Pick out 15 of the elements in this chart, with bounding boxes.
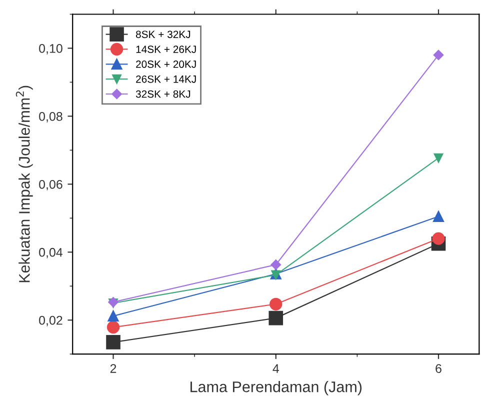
y-tick-label: 0,06 xyxy=(39,180,62,190)
y-tick-label: 0,04 xyxy=(39,248,63,258)
legend-label: 32SK + 8KJ xyxy=(136,90,190,98)
x-tick-label: 6 xyxy=(436,364,442,373)
y-tick-label: 0,02 xyxy=(39,316,62,326)
legend-label: 14SK + 26KJ xyxy=(136,46,196,53)
x-tick-label: 4 xyxy=(272,364,279,373)
x-axis-title: Lama Perendaman (Jam) xyxy=(190,381,362,396)
legend-label: 8SK + 32KJ xyxy=(136,30,190,38)
legend-label: 20SK + 20KJ xyxy=(136,60,196,68)
y-tick-label: 0,10 xyxy=(39,44,62,54)
x-tick-label: 2 xyxy=(110,364,116,373)
y-tick-label: 0,08 xyxy=(39,112,62,122)
y-axis-title: Kekuatan Impak (Joule/mm$^{2}$) xyxy=(16,86,33,282)
legend-label: 26SK + 14KJ xyxy=(136,75,196,83)
